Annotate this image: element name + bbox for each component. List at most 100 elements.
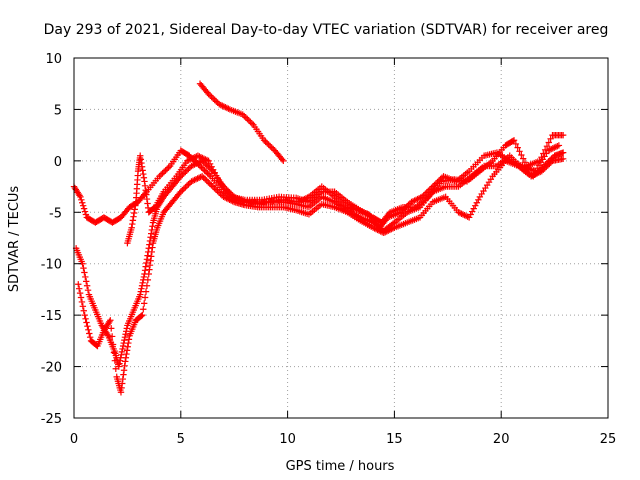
data-point-marker — [475, 196, 482, 203]
data-point-marker — [205, 171, 213, 179]
data-point-marker — [144, 276, 152, 284]
plot-frame — [73, 57, 609, 419]
data-point-marker — [185, 165, 192, 173]
data-point-marker — [125, 336, 133, 343]
data-point-marker — [130, 209, 138, 217]
data-point-marker — [278, 156, 286, 163]
data-point-marker — [139, 167, 146, 174]
data-point-marker — [191, 176, 198, 184]
y-tick-label: -20 — [41, 361, 62, 376]
data-point-marker — [119, 345, 126, 353]
data-point-marker — [83, 282, 91, 289]
data-point-marker — [82, 315, 89, 323]
x-tick-label: 5 — [177, 432, 185, 447]
data-point-marker — [216, 101, 223, 108]
data-point-marker — [527, 173, 535, 180]
series-track-3 — [75, 155, 567, 396]
data-point-marker — [183, 182, 191, 190]
data-point-marker — [112, 365, 120, 372]
data-point-marker — [263, 140, 271, 147]
data-point-marker — [148, 253, 155, 260]
data-point-marker — [462, 212, 470, 220]
data-point-marker — [534, 170, 541, 177]
data-point-marker — [137, 152, 144, 159]
data-point-marker — [530, 171, 538, 179]
data-point-marker — [194, 175, 201, 182]
data-point-marker — [162, 167, 169, 174]
data-point-marker — [551, 144, 558, 151]
data-point-marker — [209, 166, 217, 173]
data-point-marker — [521, 159, 529, 166]
data-point-marker — [141, 267, 149, 274]
data-point-marker — [118, 384, 125, 392]
data-point-marker — [385, 227, 392, 234]
data-point-marker — [131, 206, 138, 213]
data-point-marker — [80, 264, 87, 272]
data-point-marker — [516, 148, 523, 155]
data-point-marker — [123, 347, 131, 354]
data-point-marker — [141, 178, 148, 185]
data-point-marker — [147, 234, 154, 241]
data-point-marker — [247, 118, 254, 126]
data-point-marker — [137, 291, 144, 298]
data-point-marker — [220, 193, 227, 201]
series-track-4 — [124, 131, 567, 247]
data-point-marker — [372, 225, 380, 233]
data-point-marker — [242, 114, 249, 121]
data-point-marker — [192, 160, 200, 167]
data-point-marker — [179, 171, 186, 179]
data-point-marker — [192, 176, 200, 183]
data-point-marker — [512, 140, 520, 148]
data-point-marker — [191, 161, 198, 168]
data-point-marker — [143, 195, 151, 203]
data-point-marker — [180, 185, 188, 192]
data-point-marker — [544, 147, 552, 154]
data-point-marker — [142, 187, 149, 194]
data-point-marker — [549, 145, 556, 152]
series-track-1 — [70, 142, 563, 231]
data-point-marker — [270, 145, 277, 153]
data-point-marker — [79, 202, 87, 209]
data-point-marker — [548, 145, 555, 153]
data-point-marker — [198, 164, 205, 171]
data-point-marker — [422, 190, 429, 198]
data-point-marker — [146, 261, 154, 269]
data-point-marker — [206, 160, 214, 167]
data-point-marker — [229, 198, 236, 205]
data-point-marker — [380, 229, 387, 237]
data-point-marker — [86, 330, 93, 337]
data-point-marker — [128, 224, 135, 231]
data-point-marker — [268, 144, 275, 151]
chart-title: Day 293 of 2021, Sidereal Day-to-day VTE… — [44, 22, 609, 38]
data-point-marker — [465, 214, 473, 221]
data-point-marker — [163, 165, 171, 173]
data-point-marker — [81, 269, 88, 276]
data-point-marker — [554, 142, 561, 150]
data-point-marker — [543, 163, 550, 170]
data-point-marker — [545, 139, 553, 146]
data-point-marker — [425, 187, 432, 195]
data-point-marker — [420, 192, 427, 199]
data-point-marker — [414, 195, 421, 203]
data-point-marker — [176, 174, 183, 181]
data-point-marker — [221, 194, 229, 201]
data-point-marker — [108, 333, 116, 340]
data-point-marker — [408, 198, 415, 206]
data-point-marker — [77, 193, 84, 201]
data-point-marker — [159, 170, 166, 177]
data-point-marker — [120, 371, 127, 378]
data-point-marker — [199, 154, 206, 162]
data-point-marker — [149, 223, 156, 230]
y-tick-label: 10 — [45, 52, 62, 67]
data-point-marker — [214, 187, 221, 195]
data-point-marker — [540, 150, 547, 157]
data-point-marker — [458, 210, 465, 217]
data-point-marker — [83, 278, 90, 285]
data-point-marker — [138, 159, 145, 167]
data-point-marker — [138, 285, 145, 292]
data-point-marker — [409, 198, 417, 205]
data-point-marker — [532, 170, 539, 178]
x-tick-label: 0 — [70, 432, 78, 447]
x-tick-label: 10 — [279, 432, 296, 447]
data-point-marker — [123, 325, 130, 332]
